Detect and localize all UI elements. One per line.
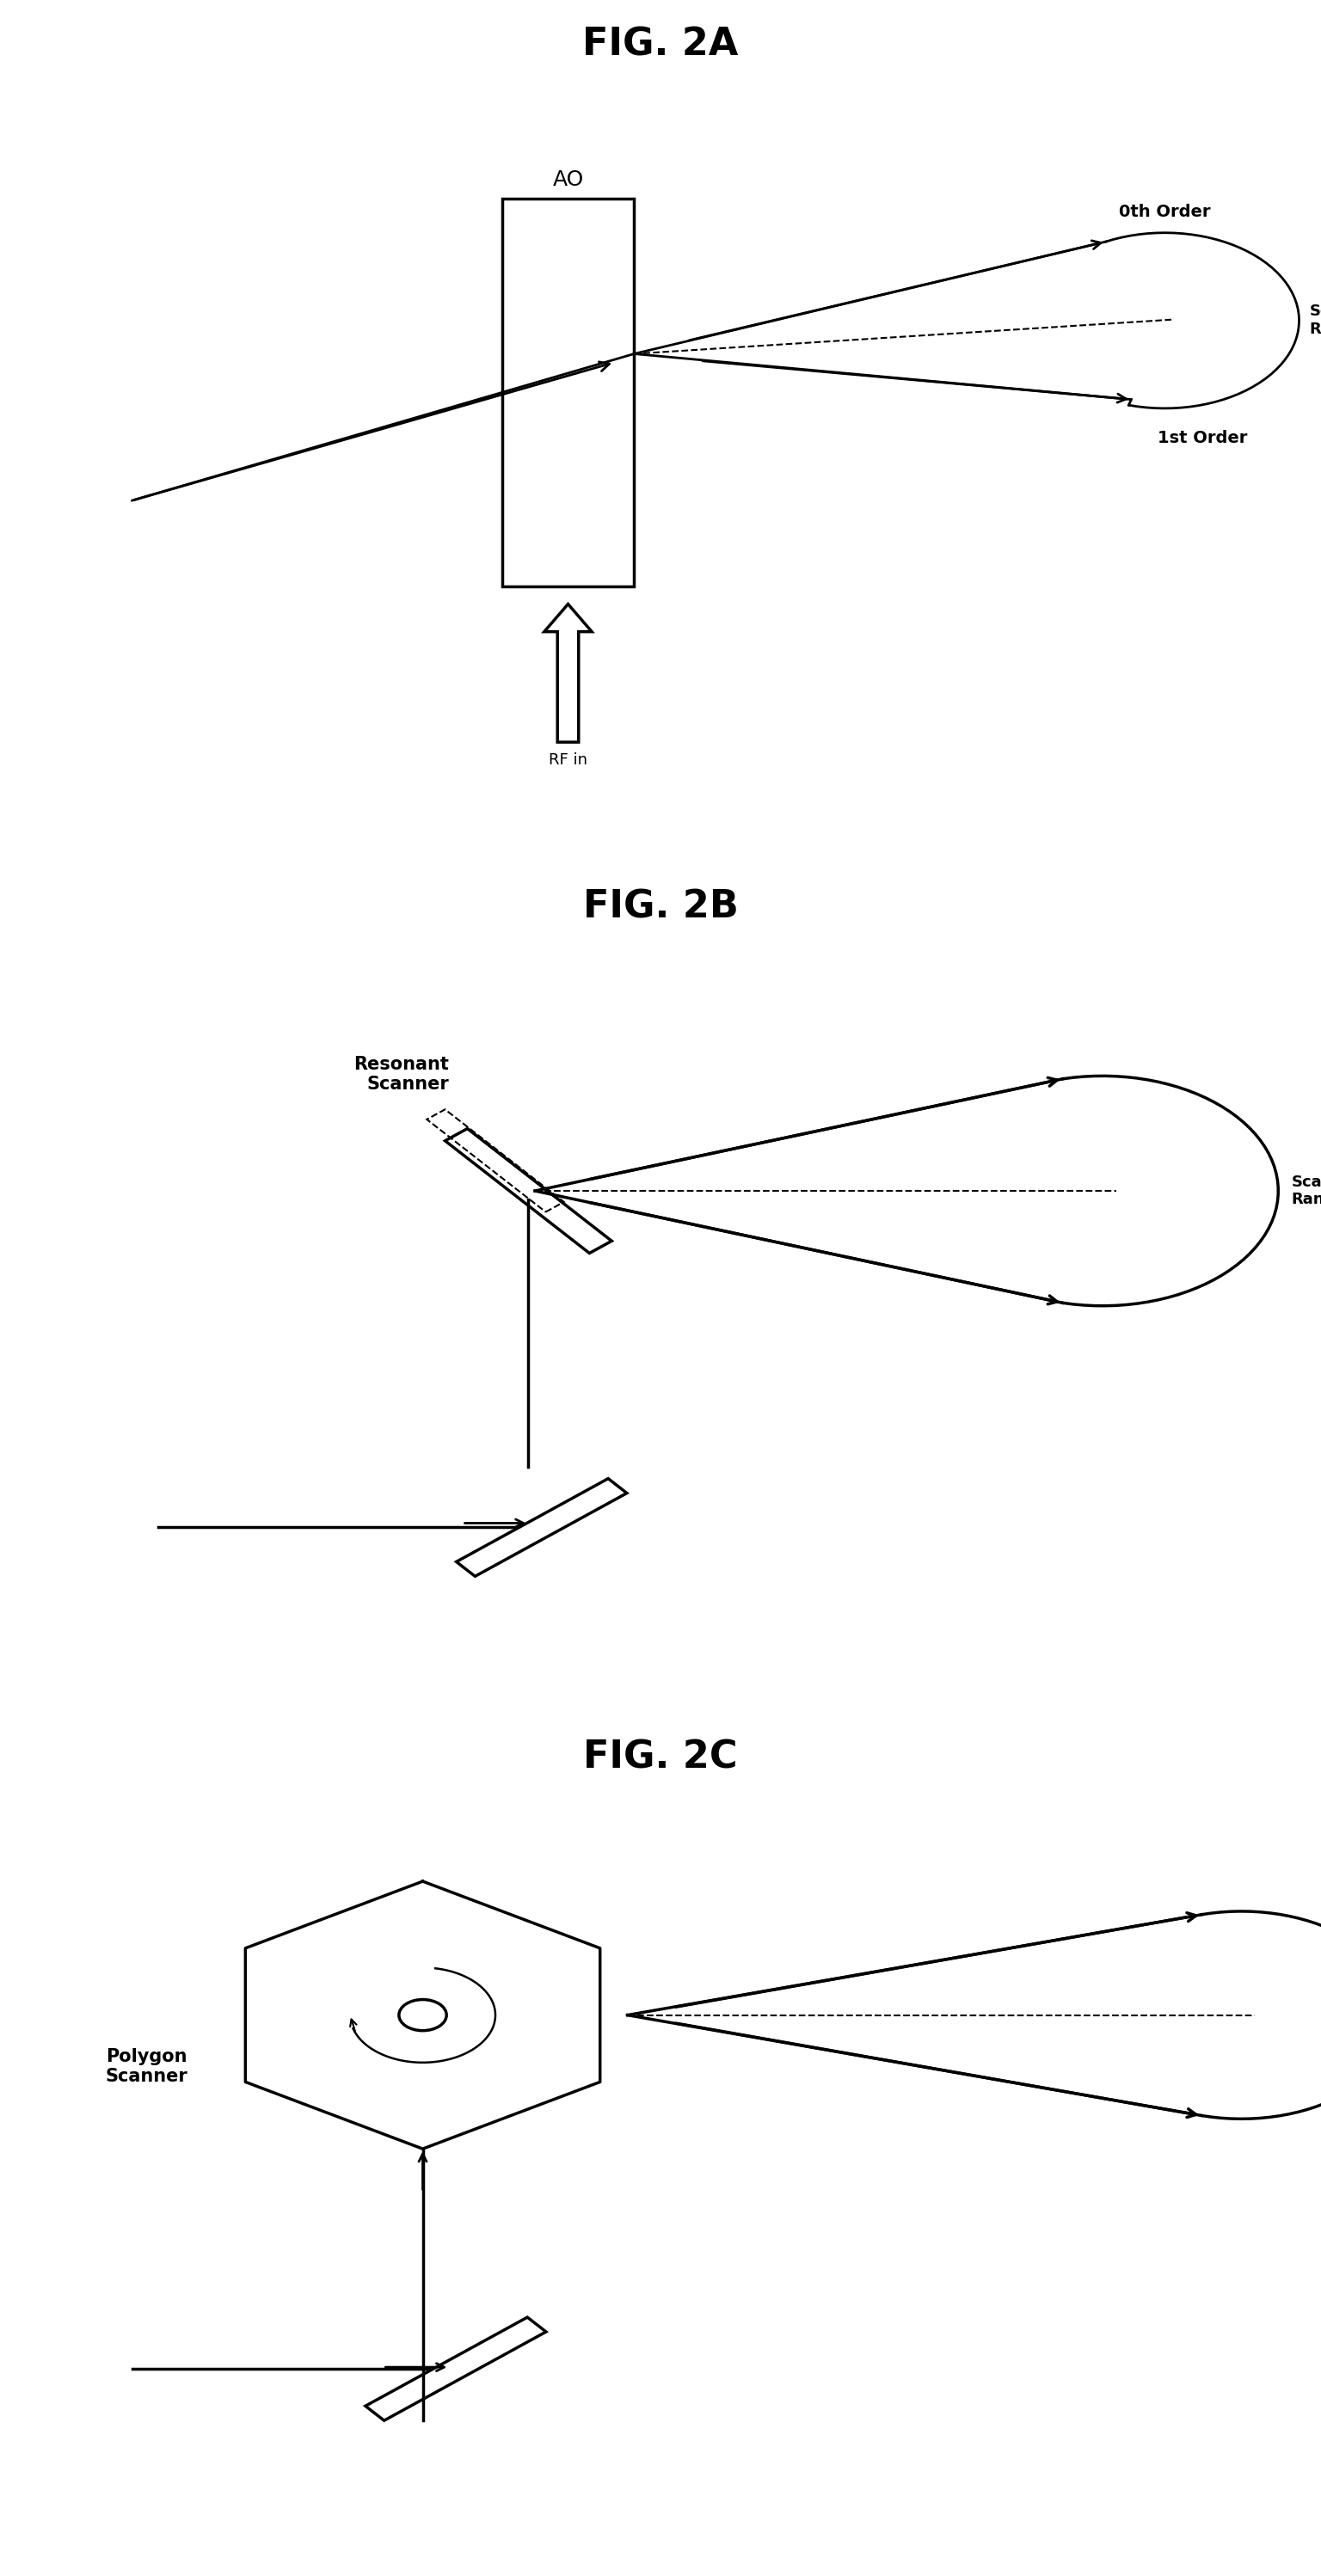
Polygon shape <box>366 2318 546 2421</box>
Text: FIG. 2C: FIG. 2C <box>584 1739 737 1775</box>
Text: Resonant
Scanner: Resonant Scanner <box>354 1056 449 1092</box>
Text: Scan
Range: Scan Range <box>1292 1175 1321 1208</box>
Text: FIG. 2B: FIG. 2B <box>583 889 738 925</box>
Text: FIG. 2A: FIG. 2A <box>583 26 738 62</box>
Polygon shape <box>456 1479 627 1577</box>
Text: AO: AO <box>552 170 584 191</box>
Text: Polygon
Scanner: Polygon Scanner <box>106 2048 188 2087</box>
FancyArrow shape <box>544 605 592 742</box>
Polygon shape <box>246 1880 600 2148</box>
Polygon shape <box>445 1128 612 1252</box>
Text: RF in: RF in <box>548 752 588 768</box>
Bar <box>502 198 634 587</box>
Text: Scan
Range: Scan Range <box>1309 304 1321 337</box>
Text: 1st Order: 1st Order <box>1157 430 1247 446</box>
Text: 0th Order: 0th Order <box>1119 204 1210 219</box>
